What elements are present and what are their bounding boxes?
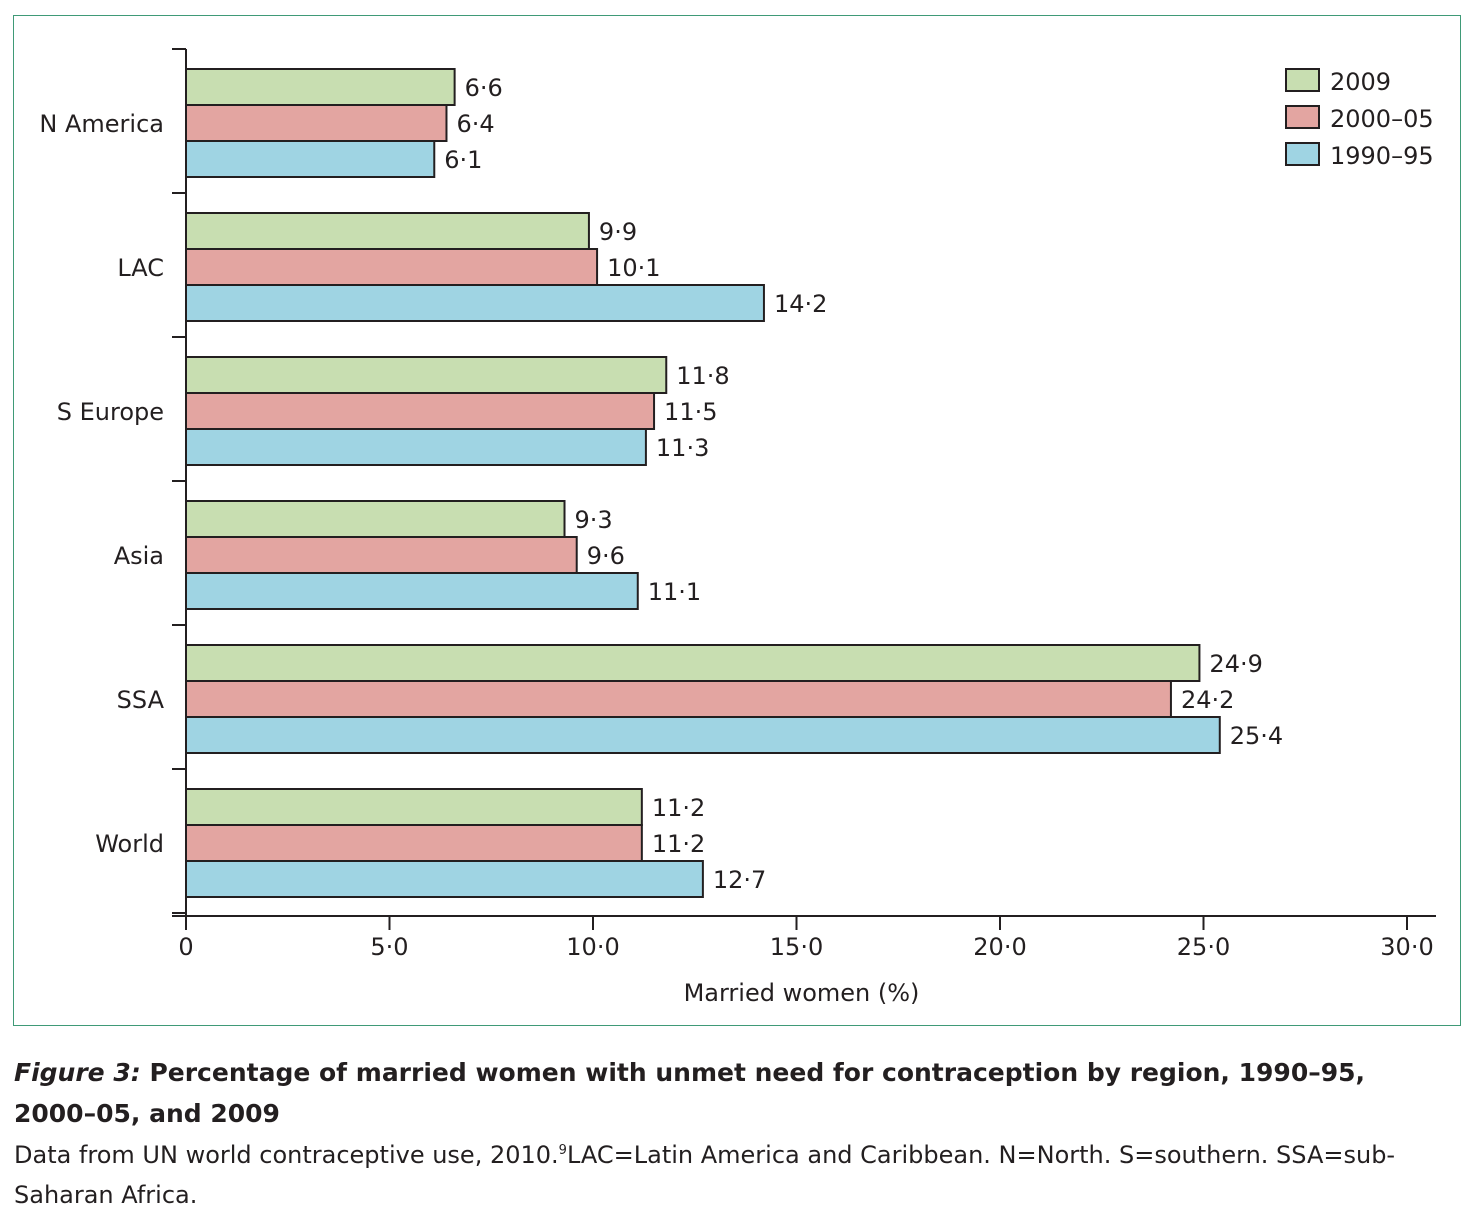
bar-value-label: 11·5 <box>664 398 717 426</box>
legend-swatch <box>1285 105 1320 129</box>
bar-n-america-2009 <box>185 68 456 106</box>
y-tick-label: S Europe <box>57 398 164 426</box>
y-tick-label: SSA <box>117 686 165 714</box>
x-tick-label: 25·0 <box>1177 933 1230 961</box>
y-tick-label: N America <box>39 110 164 138</box>
chart-frame <box>13 15 1461 1026</box>
bar-value-label: 14·2 <box>774 290 827 318</box>
bar-asia-2009 <box>185 500 566 538</box>
bar-value-label: 24·2 <box>1181 686 1234 714</box>
x-axis-label: Married women (%) <box>684 979 920 1007</box>
bar-world-2009 <box>185 788 643 826</box>
x-tick-label: 15·0 <box>770 933 823 961</box>
bar-s-europe-2000–05 <box>185 392 656 430</box>
bar-world-2000–05 <box>185 824 643 862</box>
bar-value-label: 11·3 <box>656 434 709 462</box>
bar-s-europe-1990–95 <box>185 428 647 466</box>
x-tick-label: 30·0 <box>1380 933 1433 961</box>
bar-value-label: 6·6 <box>465 74 503 102</box>
bar-lac-1990–95 <box>185 284 765 322</box>
x-tick-label: 0 <box>178 933 193 961</box>
reference-number: 9 <box>558 1143 567 1158</box>
y-tick-label: World <box>95 830 164 858</box>
bar-value-label: 6·4 <box>456 110 494 138</box>
bar-ssa-2009 <box>185 644 1201 682</box>
bar-value-label: 11·2 <box>652 794 705 822</box>
legend-label: 2009 <box>1330 68 1391 96</box>
bar-world-1990–95 <box>185 860 704 898</box>
bar-value-label: 9·3 <box>575 506 613 534</box>
legend-label: 2000–05 <box>1330 105 1434 133</box>
bar-n-america-2000–05 <box>185 104 448 142</box>
bar-s-europe-2009 <box>185 356 668 394</box>
figure-label: Figure 3: <box>14 1058 141 1087</box>
bar-value-label: 12·7 <box>713 866 766 894</box>
bar-n-america-1990–95 <box>185 140 436 178</box>
y-tick-label: Asia <box>114 542 164 570</box>
bar-value-label: 11·2 <box>652 830 705 858</box>
bar-value-label: 11·1 <box>648 578 701 606</box>
bar-value-label: 10·1 <box>607 254 660 282</box>
source-text: Data from UN world contraceptive use, 20… <box>14 1141 559 1169</box>
abbreviations-text: LAC=Latin America and Caribbean. N=North… <box>14 1141 1396 1209</box>
bar-chart: 6·6 6·4 6·1 N America 9·9 10·1 14·2 LAC 11·8 11·5… <box>39 48 1436 1007</box>
bar-value-label: 11·8 <box>676 362 729 390</box>
x-tick-label: 5·0 <box>370 933 408 961</box>
caption-source: Data from UN world contraceptive use, 20… <box>14 1135 1454 1215</box>
bar-asia-2000–05 <box>185 536 578 574</box>
bar-value-label: 24·9 <box>1209 650 1262 678</box>
bar-value-label: 6·1 <box>444 146 482 174</box>
figure-title: Percentage of married women with unmet n… <box>14 1058 1366 1128</box>
bar-value-label: 9·6 <box>587 542 625 570</box>
x-tick-label: 20·0 <box>973 933 1026 961</box>
bar-value-label: 25·4 <box>1230 722 1283 750</box>
bar-ssa-1990–95 <box>185 716 1221 754</box>
bar-asia-1990–95 <box>185 572 639 610</box>
legend-label: 1990–95 <box>1330 142 1434 170</box>
legend-swatch <box>1285 68 1320 92</box>
caption-heading: Figure 3: Percentage of married women wi… <box>14 1052 1454 1134</box>
figure-caption: Figure 3: Percentage of married women wi… <box>14 1052 1454 1215</box>
bar-lac-2009 <box>185 212 590 250</box>
x-tick-label: 10·0 <box>566 933 619 961</box>
bar-lac-2000–05 <box>185 248 599 286</box>
y-tick-label: LAC <box>117 254 164 282</box>
bar-value-label: 9·9 <box>599 218 637 246</box>
legend-swatch <box>1285 142 1320 166</box>
bar-ssa-2000–05 <box>185 680 1172 718</box>
